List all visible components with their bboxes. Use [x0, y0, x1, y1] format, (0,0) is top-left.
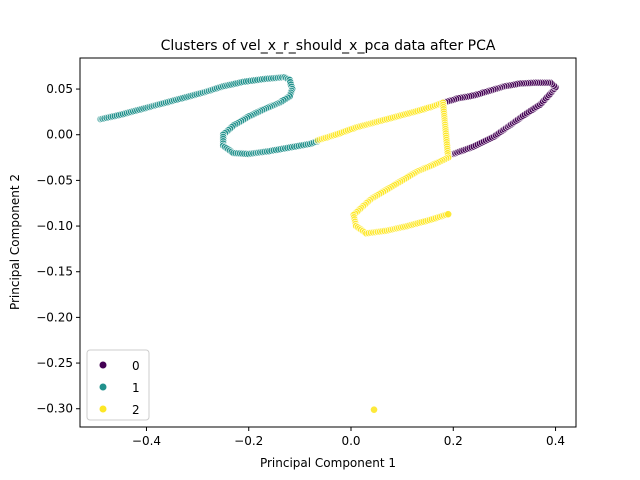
y-tick-label: −0.20	[36, 310, 73, 324]
legend: 0 1 2	[86, 349, 150, 421]
y-tick-label: −0.15	[36, 265, 73, 279]
legend-label-1: 1	[132, 381, 140, 395]
chart-title: Clusters of vel_x_r_should_x_pca data af…	[161, 38, 496, 54]
data-point-2	[444, 210, 453, 219]
y-tick-label: −0.30	[36, 402, 73, 416]
y-tick-label: 0.05	[46, 82, 73, 96]
data-point-2	[370, 405, 378, 414]
y-tick-label: −0.05	[36, 173, 73, 187]
x-tick-label: 0.4	[546, 434, 565, 448]
x-tick-label: 0.2	[444, 434, 463, 448]
legend-label-2: 2	[132, 403, 140, 417]
legend-box	[86, 349, 150, 421]
y-axis-label: Principal Component 2	[8, 174, 22, 310]
y-tick-label: −0.25	[36, 356, 73, 370]
y-tick-label: −0.10	[36, 219, 73, 233]
x-tick-label: −0.4	[132, 434, 161, 448]
x-tick-label: −0.2	[234, 434, 263, 448]
legend-label-0: 0	[132, 359, 140, 373]
data-points	[96, 73, 560, 414]
axes: −0.4 −0.2 0.0 0.2 0.4 0.05 0.00 −0.05 −0.10 −0.15…	[36, 57, 577, 448]
x-axis-label: Principal Component 1	[260, 456, 396, 470]
y-tick-label: 0.00	[46, 128, 73, 142]
x-tick-label: 0.0	[341, 434, 360, 448]
plot-frame	[79, 57, 577, 428]
legend-marker-0	[99, 361, 107, 369]
legend-marker-2	[99, 405, 107, 413]
legend-marker-1	[99, 383, 107, 391]
